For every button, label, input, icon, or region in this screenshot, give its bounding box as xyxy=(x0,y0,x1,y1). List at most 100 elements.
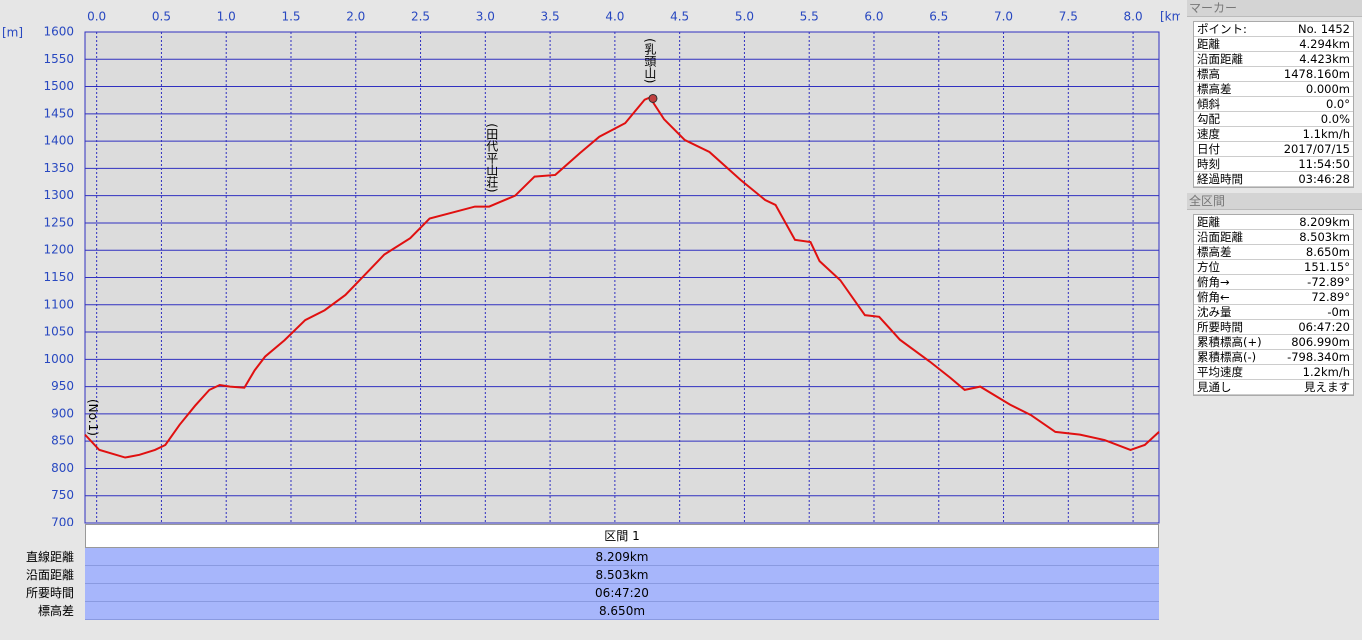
annotation: (乳頭山) xyxy=(643,38,657,83)
y-tick-label: 1250 xyxy=(43,215,74,229)
info-value: 806.990m xyxy=(1291,335,1350,349)
info-label: 平均速度 xyxy=(1197,365,1243,379)
total-panel: 全区間 距離 8.209km 沿面距離 8.503km 標高差 8.650m 方位 151.1… xyxy=(1187,193,1362,396)
info-row: 距離 8.209km xyxy=(1194,215,1353,230)
y-tick-label: 1350 xyxy=(43,161,74,175)
info-value: 151.15° xyxy=(1304,260,1350,274)
info-value: 72.89° xyxy=(1311,290,1350,304)
section-row: 所要時間 06:47:20 xyxy=(0,584,1160,602)
panel-rows: ポイント: No. 1452 距離 4.294km 沿面距離 4.423km 標高 1478.… xyxy=(1193,21,1354,188)
info-row: 累積標高(+) 806.990m xyxy=(1194,335,1353,350)
row-value: 06:47:20 xyxy=(85,584,1159,602)
info-row: 経過時間 03:46:28 xyxy=(1194,172,1353,187)
row-value: 8.209km xyxy=(85,548,1159,566)
x-tick-label: 0.0 xyxy=(87,10,106,24)
info-label: 距離 xyxy=(1197,215,1220,229)
y-tick-label: 1100 xyxy=(43,297,74,311)
x-tick-label: 1.0 xyxy=(217,10,236,24)
info-value: 11:54:50 xyxy=(1298,157,1350,171)
panel-rows: 距離 8.209km 沿面距離 8.503km 標高差 8.650m 方位 151.15° 俯角… xyxy=(1193,214,1354,396)
info-row: 沿面距離 4.423km xyxy=(1194,52,1353,67)
x-tick-label: 1.5 xyxy=(281,10,300,24)
info-value: 1.1km/h xyxy=(1302,127,1350,141)
info-label: 所要時間 xyxy=(1197,320,1243,334)
info-label: 見通し xyxy=(1197,380,1232,394)
info-value: 4.423km xyxy=(1299,52,1350,66)
info-label: 速度 xyxy=(1197,127,1220,141)
y-tick-label: 950 xyxy=(51,379,74,393)
y-tick-label: 750 xyxy=(51,488,74,502)
section-row: 標高差 8.650m xyxy=(0,602,1160,620)
info-label: 日付 xyxy=(1197,142,1220,156)
info-label: 傾斜 xyxy=(1197,97,1220,111)
y-tick-label: 1300 xyxy=(43,188,74,202)
y-tick-label: 1200 xyxy=(43,243,74,257)
info-value: -72.89° xyxy=(1307,275,1350,289)
x-tick-label: 6.5 xyxy=(929,10,948,24)
info-label: 沿面距離 xyxy=(1197,230,1243,244)
marker xyxy=(648,93,658,103)
y-tick-label: 1050 xyxy=(43,325,74,339)
info-label: 標高差 xyxy=(1197,245,1232,259)
info-row: 勾配 0.0% xyxy=(1194,112,1353,127)
info-value: 0.0° xyxy=(1325,97,1350,111)
info-label: 累積標高(-) xyxy=(1197,350,1257,364)
x-tick-label: 0.5 xyxy=(152,10,171,24)
info-value: 8.650m xyxy=(1305,245,1350,259)
y-tick-label: 800 xyxy=(51,461,74,475)
y-tick-label: 1150 xyxy=(43,270,74,284)
info-label: 経過時間 xyxy=(1197,172,1243,186)
info-row: 速度 1.1km/h xyxy=(1194,127,1353,142)
info-value: 8.209km xyxy=(1299,215,1350,229)
section-row: 沿面距離 8.503km xyxy=(0,566,1160,584)
x-tick-label: 4.5 xyxy=(670,10,689,24)
info-row: 標高差 8.650m xyxy=(1194,245,1353,260)
y-tick-label: 850 xyxy=(51,434,74,448)
info-label: 累積標高(+) xyxy=(1197,335,1262,349)
info-value: 03:46:28 xyxy=(1298,172,1350,186)
info-row: 累積標高(-) -798.340m xyxy=(1194,350,1353,365)
info-value: 0.000m xyxy=(1305,82,1350,96)
annotation: (田代平山荘) xyxy=(485,123,499,192)
info-value: 06:47:20 xyxy=(1298,320,1350,334)
info-value: 1478.160m xyxy=(1283,67,1350,81)
info-value: 1.2km/h xyxy=(1302,365,1350,379)
row-value: 8.503km xyxy=(85,566,1159,584)
marker-panel: マーカー ポイント: No. 1452 距離 4.294km 沿面距離 4.423km 標高… xyxy=(1187,0,1362,188)
x-tick-label: 3.0 xyxy=(476,10,495,24)
y-tick-label: 1450 xyxy=(43,106,74,120)
y-tick-label: 1000 xyxy=(43,352,74,366)
y-tick-label: 900 xyxy=(51,406,74,420)
info-row: 方位 151.15° xyxy=(1194,260,1353,275)
info-label: ポイント: xyxy=(1197,22,1247,36)
info-row: 時刻 11:54:50 xyxy=(1194,157,1353,172)
info-row: 平均速度 1.2km/h xyxy=(1194,365,1353,380)
section-header: 区間 1 xyxy=(85,524,1159,548)
y-tick-label: 700 xyxy=(51,516,74,527)
y-unit: [m] xyxy=(2,26,23,40)
info-value: 8.503km xyxy=(1299,230,1350,244)
row-label: 沿面距離 xyxy=(25,568,74,582)
info-value: 4.294km xyxy=(1299,37,1350,51)
info-value: No. 1452 xyxy=(1297,22,1350,36)
x-tick-label: 3.5 xyxy=(541,10,560,24)
info-label: 標高差 xyxy=(1197,82,1232,96)
annotation: (No.1) xyxy=(86,399,100,436)
y-tick-label: 1600 xyxy=(43,25,74,39)
info-row: 所要時間 06:47:20 xyxy=(1194,320,1353,335)
info-row: 傾斜 0.0° xyxy=(1194,97,1353,112)
chart: [m] [km] 700 750 800 850 900 950 1000 1050 1100 1… xyxy=(2,10,1180,527)
x-tick-label: 2.0 xyxy=(346,10,365,24)
info-row: 標高 1478.160m xyxy=(1194,67,1353,82)
info-row: ポイント: No. 1452 xyxy=(1194,22,1353,37)
info-value: 0.0% xyxy=(1320,112,1350,126)
x-tick-label: 4.0 xyxy=(605,10,624,24)
info-label: 俯角← xyxy=(1197,290,1230,304)
info-row: 俯角← 72.89° xyxy=(1194,290,1353,305)
info-label: 標高 xyxy=(1197,67,1220,81)
info-row: 沈み量 -0m xyxy=(1194,305,1353,320)
info-value: -798.340m xyxy=(1287,350,1350,364)
y-tick-label: 1500 xyxy=(43,79,74,93)
row-value: 8.650m xyxy=(85,602,1159,620)
x-tick-label: 7.0 xyxy=(994,10,1013,24)
